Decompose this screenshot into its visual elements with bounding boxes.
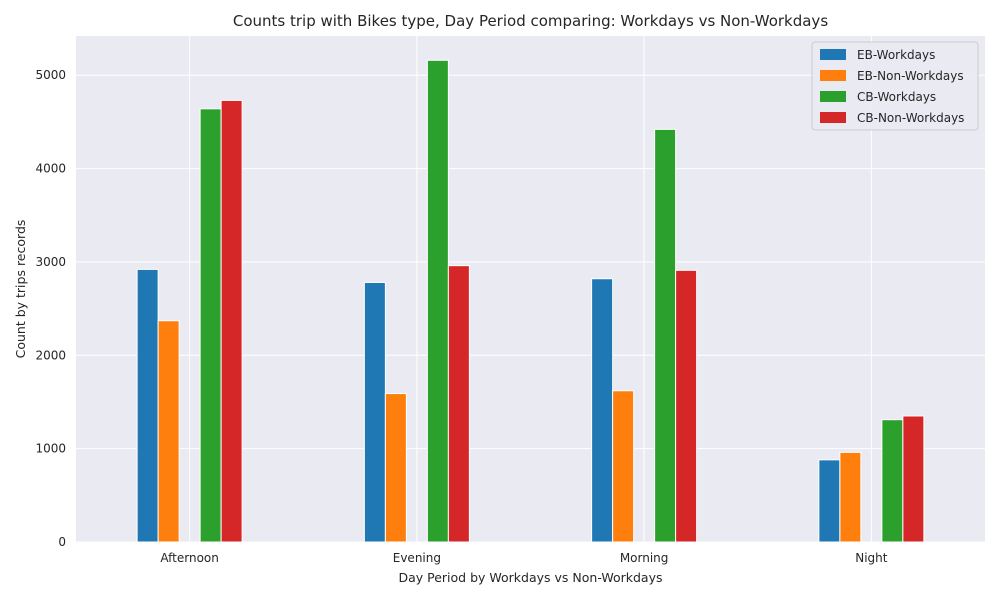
bar-eb-non-workdays-night (839, 451, 862, 543)
y-tick-label: 4000 (35, 162, 66, 176)
y-tick-label: 1000 (35, 442, 66, 456)
legend-box (811, 41, 979, 131)
legend-label: EB-Workdays (857, 48, 935, 62)
bar-eb-non-workdays-morning (612, 390, 635, 543)
legend-swatch (820, 70, 846, 81)
legend-swatch (820, 112, 846, 123)
bar-eb-workdays-morning (591, 278, 614, 543)
legend-swatch (820, 49, 846, 60)
x-axis-label: Day Period by Workdays vs Non-Workdays (398, 570, 662, 585)
bar-cb-non-workdays-afternoon (220, 99, 243, 543)
bar-eb-non-workdays-afternoon (157, 320, 180, 543)
tick-labels: 0 1000 2000 3000 4000 5000 Afternoon Evening Mor… (35, 68, 887, 565)
y-axis-label: Count by trips records (13, 220, 28, 359)
y-tick-label: 0 (58, 535, 66, 549)
x-tick-label: Evening (393, 551, 441, 565)
bar-cb-non-workdays-morning (675, 269, 698, 543)
bar-cb-workdays-evening (426, 59, 449, 543)
y-tick-label: 2000 (35, 348, 66, 362)
bar-cb-non-workdays-night (902, 415, 925, 543)
bar-eb-workdays-afternoon (136, 268, 159, 543)
x-tick-label: Morning (620, 551, 669, 565)
legend-label: CB-Non-Workdays (857, 111, 964, 125)
bar-cb-workdays-afternoon (199, 108, 222, 543)
x-tick-label: Night (855, 551, 888, 565)
x-tick-label: Afternoon (160, 551, 219, 565)
bar-eb-workdays-night (818, 459, 841, 543)
y-tick-label: 3000 (35, 255, 66, 269)
legend: EB-Workdays EB-Non-Workdays CB-Workdays CB-… (811, 41, 979, 131)
legend-label: CB-Workdays (857, 90, 936, 104)
bar-eb-non-workdays-evening (384, 393, 407, 543)
bar-eb-workdays-evening (363, 281, 386, 543)
bar-cb-workdays-night (881, 419, 904, 543)
legend-label: EB-Non-Workdays (857, 69, 964, 83)
bar-cb-non-workdays-evening (447, 265, 470, 543)
legend-swatch (820, 91, 846, 102)
bars (136, 59, 925, 543)
y-tick-label: 5000 (35, 68, 66, 82)
chart-title: Counts trip with Bikes type, Day Period … (233, 12, 828, 30)
bar-cb-workdays-morning (654, 128, 677, 543)
